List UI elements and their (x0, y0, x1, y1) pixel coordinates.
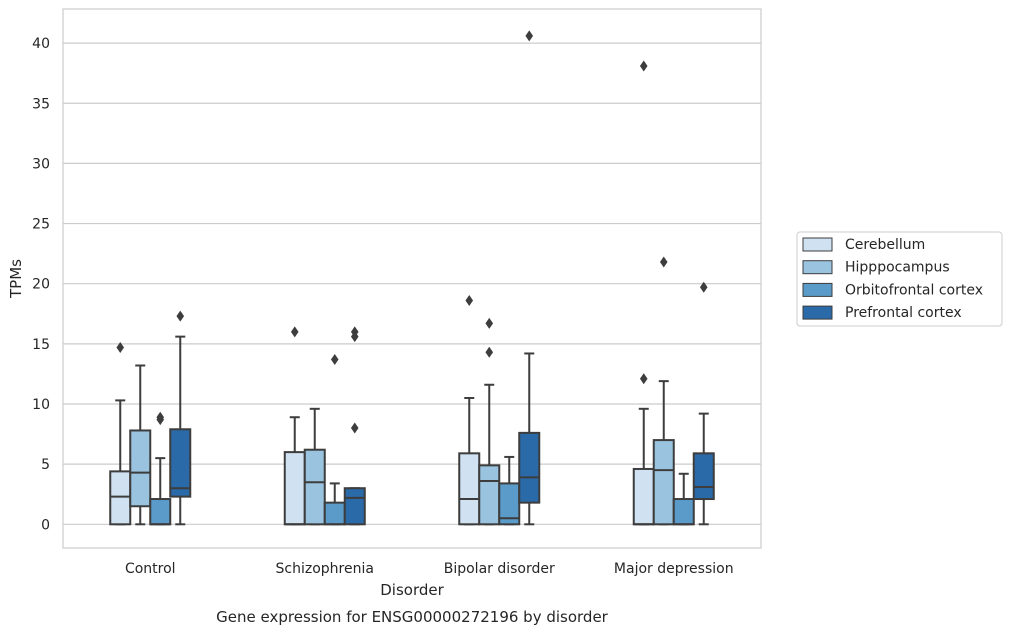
legend-item: Hipppocampus (802, 260, 950, 276)
box-body (632, 467, 655, 526)
box-3-2 (518, 30, 541, 526)
outlier-point (659, 256, 668, 268)
outlier-point (485, 317, 494, 329)
box-body (303, 448, 326, 526)
box-0-0 (109, 341, 132, 526)
y-tick-label: 5 (41, 457, 50, 473)
x-axis-ticks: Control Schizophrenia Bipolar disorder Majo… (125, 561, 734, 577)
box-body (692, 452, 715, 501)
box-1-0 (129, 364, 152, 526)
outlier-point (639, 373, 648, 385)
box-2-2 (498, 455, 521, 526)
box-body (149, 498, 172, 526)
box-1-3 (652, 256, 675, 526)
box-2-0 (149, 411, 172, 526)
legend-item: Prefrontal cortex (802, 305, 962, 321)
y-tick-label: 40 (32, 36, 50, 52)
y-axis-label: TPMs (7, 259, 25, 299)
y-tick-label: 0 (41, 517, 50, 533)
legend-swatch (802, 282, 833, 297)
y-tick-label: 25 (32, 217, 50, 233)
legend-label: Prefrontal cortex (845, 305, 962, 321)
box-body (129, 429, 152, 508)
boxes (109, 30, 715, 526)
y-tick-label: 15 (32, 337, 50, 353)
x-tick-label: Schizophrenia (276, 561, 374, 577)
box-body (343, 487, 366, 526)
outlier-point (485, 346, 494, 358)
legend-swatch (802, 260, 833, 275)
outlier-point (176, 310, 185, 322)
y-tick-label: 10 (32, 397, 50, 413)
box-body (283, 451, 306, 526)
legend-swatch (802, 237, 833, 252)
outlier-point (330, 353, 339, 365)
legend-swatch (802, 305, 833, 320)
x-tick-label: Control (125, 561, 176, 577)
legend: Cerebellum Hipppocampus Orbitofrontal cort… (796, 231, 1003, 327)
legend-item: Orbitofrontal cortex (802, 282, 983, 298)
box-3-3 (692, 281, 715, 526)
box-body (652, 439, 675, 526)
box-body (672, 498, 695, 526)
box-1-2 (478, 317, 501, 526)
legend-item: Cerebellum (802, 237, 925, 253)
x-axis-label: Disorder (380, 581, 444, 599)
outlier-point (290, 326, 299, 338)
legend-label: Cerebellum (845, 237, 925, 253)
box-3-1 (343, 326, 366, 526)
outlier-point (350, 326, 359, 338)
legend-frame (796, 231, 1003, 327)
plot-area (62, 8, 762, 549)
y-tick-label: 20 (32, 277, 50, 293)
outlier-point (465, 295, 474, 307)
box-body (518, 431, 541, 504)
x-tick-label: Bipolar disorder (444, 561, 555, 577)
outlier-point (156, 411, 165, 423)
box-body (498, 482, 521, 526)
outlier-point (525, 30, 534, 42)
box-0-3 (632, 60, 655, 526)
box-0-1 (283, 326, 306, 526)
box-2-3 (672, 472, 695, 526)
x-tick-label: Major depression (614, 561, 734, 577)
y-tick-label: 30 (32, 156, 50, 172)
outlier-point (639, 60, 648, 72)
box-3-0 (169, 310, 192, 526)
box-1-1 (303, 407, 326, 526)
legend-label: Orbitofrontal cortex (845, 282, 983, 298)
y-tick-label: 35 (32, 96, 50, 112)
outlier-point (116, 341, 125, 353)
box-0-2 (458, 295, 481, 526)
outlier-point (699, 281, 708, 293)
box-body (169, 428, 192, 498)
box-body (109, 470, 132, 526)
y-axis-ticks: 0 5 10 15 20 25 30 35 40 (32, 36, 50, 533)
outlier-point (350, 422, 359, 434)
box-body (478, 464, 501, 526)
box-body (323, 501, 346, 526)
box-2-1 (323, 353, 346, 526)
legend-label: Hipppocampus (845, 260, 950, 276)
box-body (458, 452, 481, 526)
chart-caption: Gene expression for ENSG00000272196 by d… (216, 608, 609, 626)
